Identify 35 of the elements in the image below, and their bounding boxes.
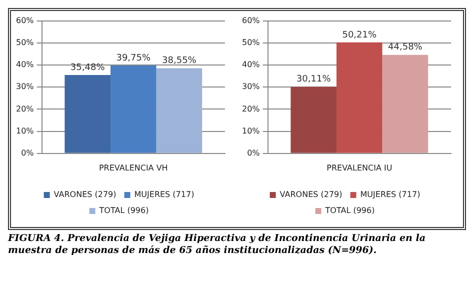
legend-label: MUJERES (717) [360, 190, 420, 200]
data-label: 35,48% [70, 62, 106, 73]
y-tick-label: 0% [21, 148, 34, 158]
bar [110, 66, 156, 153]
y-tick-label: 30% [16, 82, 34, 92]
legend-label: MUJERES (717) [134, 190, 194, 200]
bar [290, 86, 336, 153]
y-tick-label: 10% [242, 126, 260, 136]
legend-label: VARONES (279) [280, 190, 342, 200]
y-tick-label: 60% [16, 16, 34, 25]
legend-label: TOTAL (996) [98, 206, 149, 216]
x-tick-label: PREVALENCIA IU [326, 163, 392, 172]
y-tick-label: 60% [242, 16, 260, 25]
bar [382, 54, 428, 153]
data-label: 30,11% [296, 74, 332, 85]
y-tick-label: 0% [247, 148, 260, 158]
y-tick-label: 20% [16, 104, 34, 114]
bar [336, 42, 382, 153]
legend-label: TOTAL (996) [324, 206, 375, 216]
y-tick-label: 40% [242, 60, 260, 70]
data-label: 38,55% [162, 56, 197, 66]
text: FIGURA 4. Prevalencia de Vejiga Hiperactiva y de Incontinencia Urinaria en la muestra de personas de más de 65 años institucionalizadas (N=996). [8, 233, 427, 257]
y-tick-label: 40% [16, 60, 34, 70]
y-tick-label: 20% [242, 104, 260, 114]
data-label: 39,75% [116, 53, 151, 64]
legend-label: VARONES (279) [54, 190, 116, 200]
y-tick-label: 10% [16, 126, 34, 136]
y-tick-label: 30% [242, 82, 260, 92]
bar [64, 74, 110, 153]
data-label: 50,21% [342, 30, 377, 40]
data-label: 44,58% [388, 42, 423, 53]
y-tick-label: 50% [16, 38, 34, 47]
y-tick-label: 50% [242, 38, 260, 47]
x-tick-label: PREVALENCIA VH [98, 163, 168, 172]
bar [156, 68, 202, 153]
